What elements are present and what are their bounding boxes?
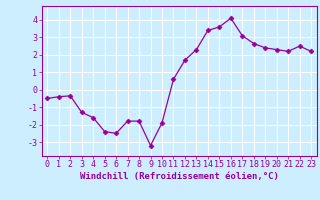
- X-axis label: Windchill (Refroidissement éolien,°C): Windchill (Refroidissement éolien,°C): [80, 172, 279, 181]
